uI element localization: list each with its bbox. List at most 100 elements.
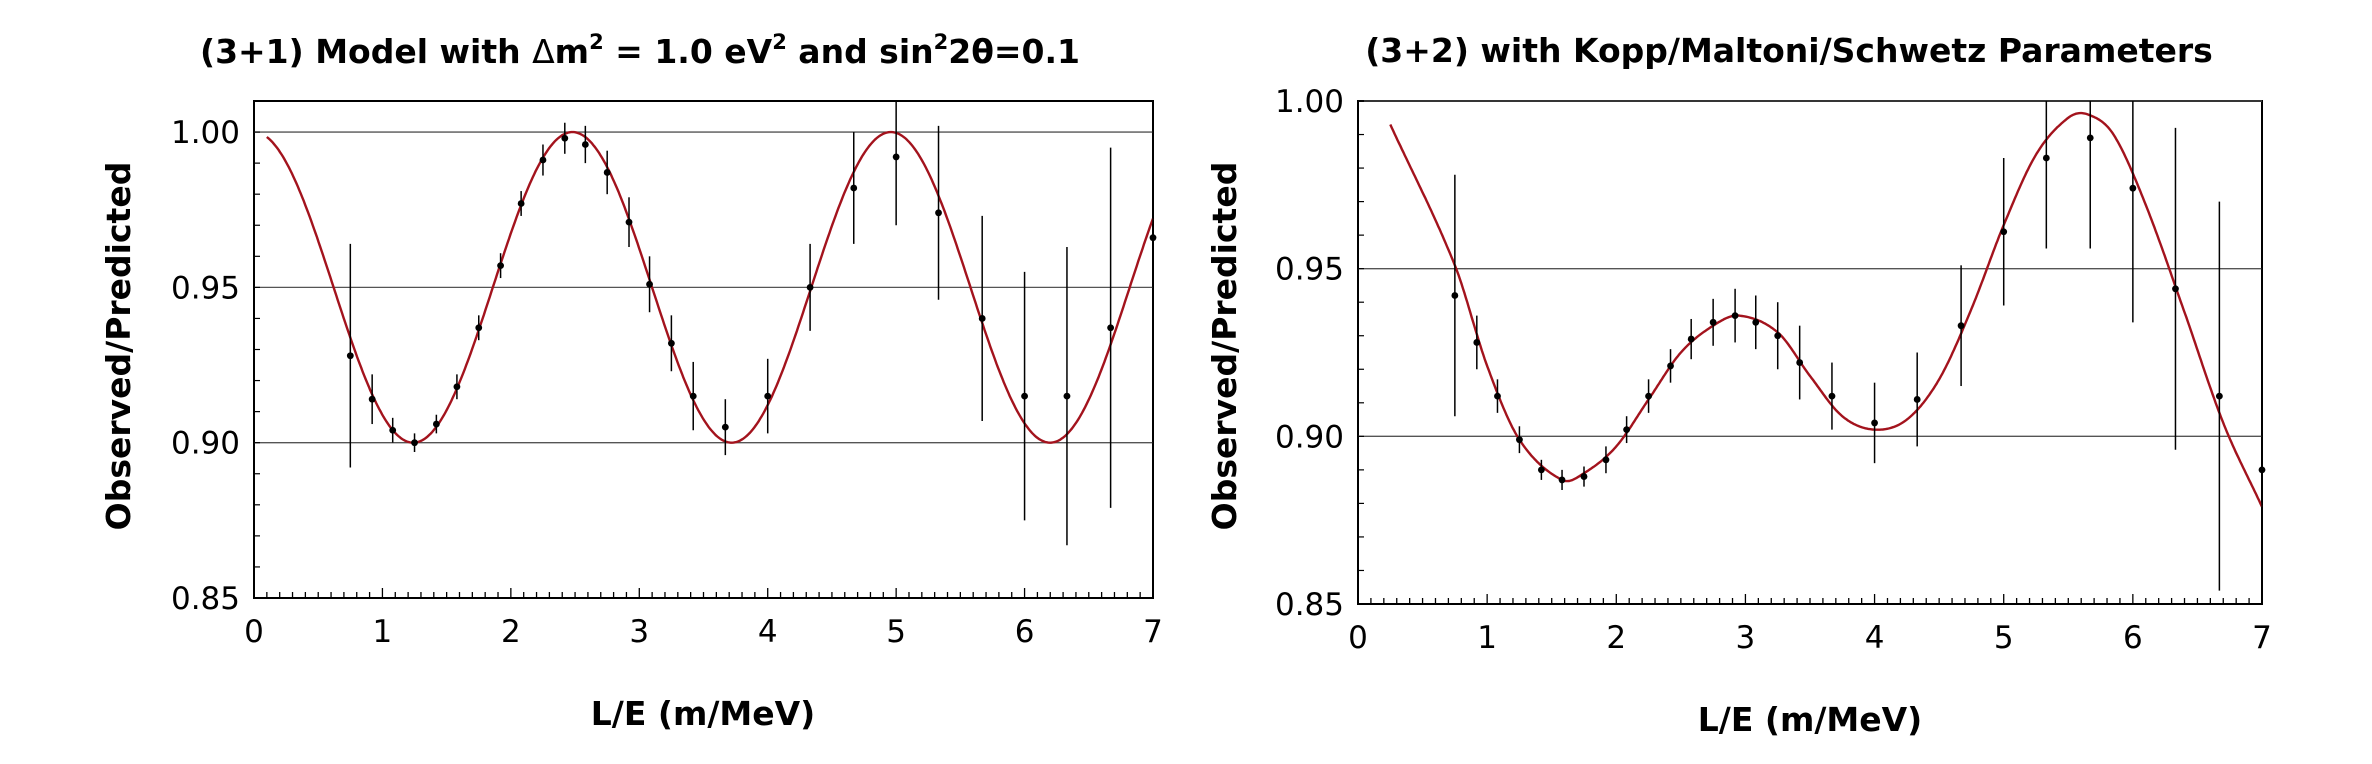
x-tick-label: 0 (244, 614, 264, 650)
chart-right-y-tick-labels: 0.85 0.90 0.95 1.00 (1275, 84, 1344, 623)
data-marker (1107, 324, 1115, 332)
y-tick-label: 0.85 (1275, 587, 1344, 623)
data-point-left (646, 256, 653, 313)
chart-left-title: (3+1) Model with Δm2 = 1.0 eV2 and sin22… (200, 30, 1080, 71)
data-marker (581, 141, 589, 148)
data-marker (517, 200, 525, 207)
data-point-right (1709, 298, 1717, 346)
data-marker (935, 209, 942, 217)
data-point-left (517, 191, 525, 216)
data-point-right (1516, 426, 1523, 454)
chart-left: (3+1) Model with Δm2 = 1.0 eV2 and sin22… (99, 30, 1163, 733)
chart-left-x-tick-labels: 0 1 2 3 4 5 6 7 (244, 614, 1163, 650)
data-point-right (1537, 459, 1545, 480)
data-point-right (2215, 201, 2223, 591)
chart-right-plot-frame (1357, 100, 2263, 605)
data-point-right (1451, 174, 1459, 417)
data-point-right (1473, 315, 1481, 370)
chart-left-data-points (346, 101, 1157, 546)
chart-right-fit-curve (1389, 111, 2264, 508)
data-marker (1796, 359, 1804, 366)
data-marker (1063, 392, 1071, 400)
data-point-left (1063, 246, 1071, 546)
data-marker (625, 218, 633, 226)
data-marker (1828, 392, 1836, 400)
x-tick-label: 2 (501, 614, 521, 650)
data-marker (2086, 134, 2094, 142)
data-point-right (1731, 288, 1739, 343)
data-point-right (2042, 101, 2050, 249)
data-marker (1731, 312, 1739, 320)
chart-right-x-tick-labels: 0 1 2 3 4 5 6 7 (1348, 620, 2272, 656)
data-point-left (581, 125, 589, 164)
data-marker (1580, 473, 1588, 480)
data-marker (475, 324, 483, 332)
data-marker (1021, 392, 1028, 400)
x-tick-label: 4 (1865, 620, 1885, 656)
data-marker (453, 383, 461, 391)
data-point-left (346, 243, 354, 468)
data-point-right (1774, 302, 1782, 370)
data-point-right (1796, 325, 1804, 400)
data-marker (346, 352, 354, 360)
data-marker (1774, 332, 1782, 340)
data-marker (2215, 392, 2223, 400)
y-tick-label: 0.85 (171, 581, 240, 617)
y-tick-label: 0.95 (171, 270, 240, 306)
data-marker (646, 280, 653, 288)
data-point-left (453, 374, 461, 400)
data-marker (1451, 292, 1459, 299)
data-marker (1752, 318, 1760, 326)
x-tick-label: 7 (1143, 614, 1163, 650)
data-marker (2000, 228, 2008, 236)
data-marker (411, 439, 418, 447)
x-tick-label: 2 (1606, 620, 1626, 656)
x-tick-label: 5 (1994, 620, 2014, 656)
chart-right-title: (3+2) with Kopp/Maltoni/Schwetz Paramete… (1365, 31, 2213, 70)
y-tick-label: 1.00 (1275, 84, 1344, 120)
chart-left-plot-frame (253, 100, 1154, 599)
data-marker (1149, 234, 1157, 242)
x-tick-label: 7 (2252, 620, 2272, 656)
chart-right-y-axis-label: Observed/Predicted (1205, 162, 1244, 531)
data-point-right (1957, 265, 1965, 387)
data-marker (2042, 154, 2050, 162)
data-point-right (1828, 362, 1836, 430)
data-marker (978, 315, 986, 322)
x-tick-label: 1 (1477, 620, 1497, 656)
data-point-right (1871, 382, 1878, 464)
data-marker (1623, 426, 1631, 434)
data-point-right (1623, 416, 1631, 444)
data-point-left (539, 144, 547, 176)
chart-right-x-axis-label: L/E (m/MeV) (1698, 700, 1922, 739)
data-point-right (2000, 158, 2008, 306)
chart-left-y-tick-labels: 0.85 0.90 0.95 1.00 (171, 115, 240, 617)
chart-right: (3+2) with Kopp/Maltoni/Schwetz Paramete… (1205, 31, 2272, 739)
data-point-left (475, 315, 483, 341)
data-point-left (497, 253, 504, 279)
x-tick-label: 3 (629, 614, 649, 650)
data-marker (806, 283, 814, 291)
chart-left-minor-ticks (253, 100, 1154, 599)
data-marker (850, 184, 858, 192)
data-point-right (1602, 446, 1610, 474)
chart-right-grid (1358, 100, 2262, 437)
data-point-right (1645, 379, 1652, 413)
x-tick-label: 1 (373, 614, 393, 650)
data-point-left (689, 361, 697, 431)
chart-right-minor-ticks (1357, 100, 2263, 605)
data-point-left (625, 197, 633, 247)
data-marker (1687, 335, 1695, 343)
data-point-left (892, 101, 900, 226)
data-point-left (603, 150, 611, 195)
data-marker (764, 392, 772, 400)
x-tick-label: 6 (2123, 620, 2143, 656)
data-marker (539, 156, 547, 164)
data-marker (1667, 362, 1674, 370)
data-point-right (1580, 466, 1588, 487)
data-marker (2129, 184, 2137, 192)
data-marker (389, 426, 397, 434)
data-point-right (2129, 101, 2137, 323)
data-point-left (1107, 147, 1115, 508)
